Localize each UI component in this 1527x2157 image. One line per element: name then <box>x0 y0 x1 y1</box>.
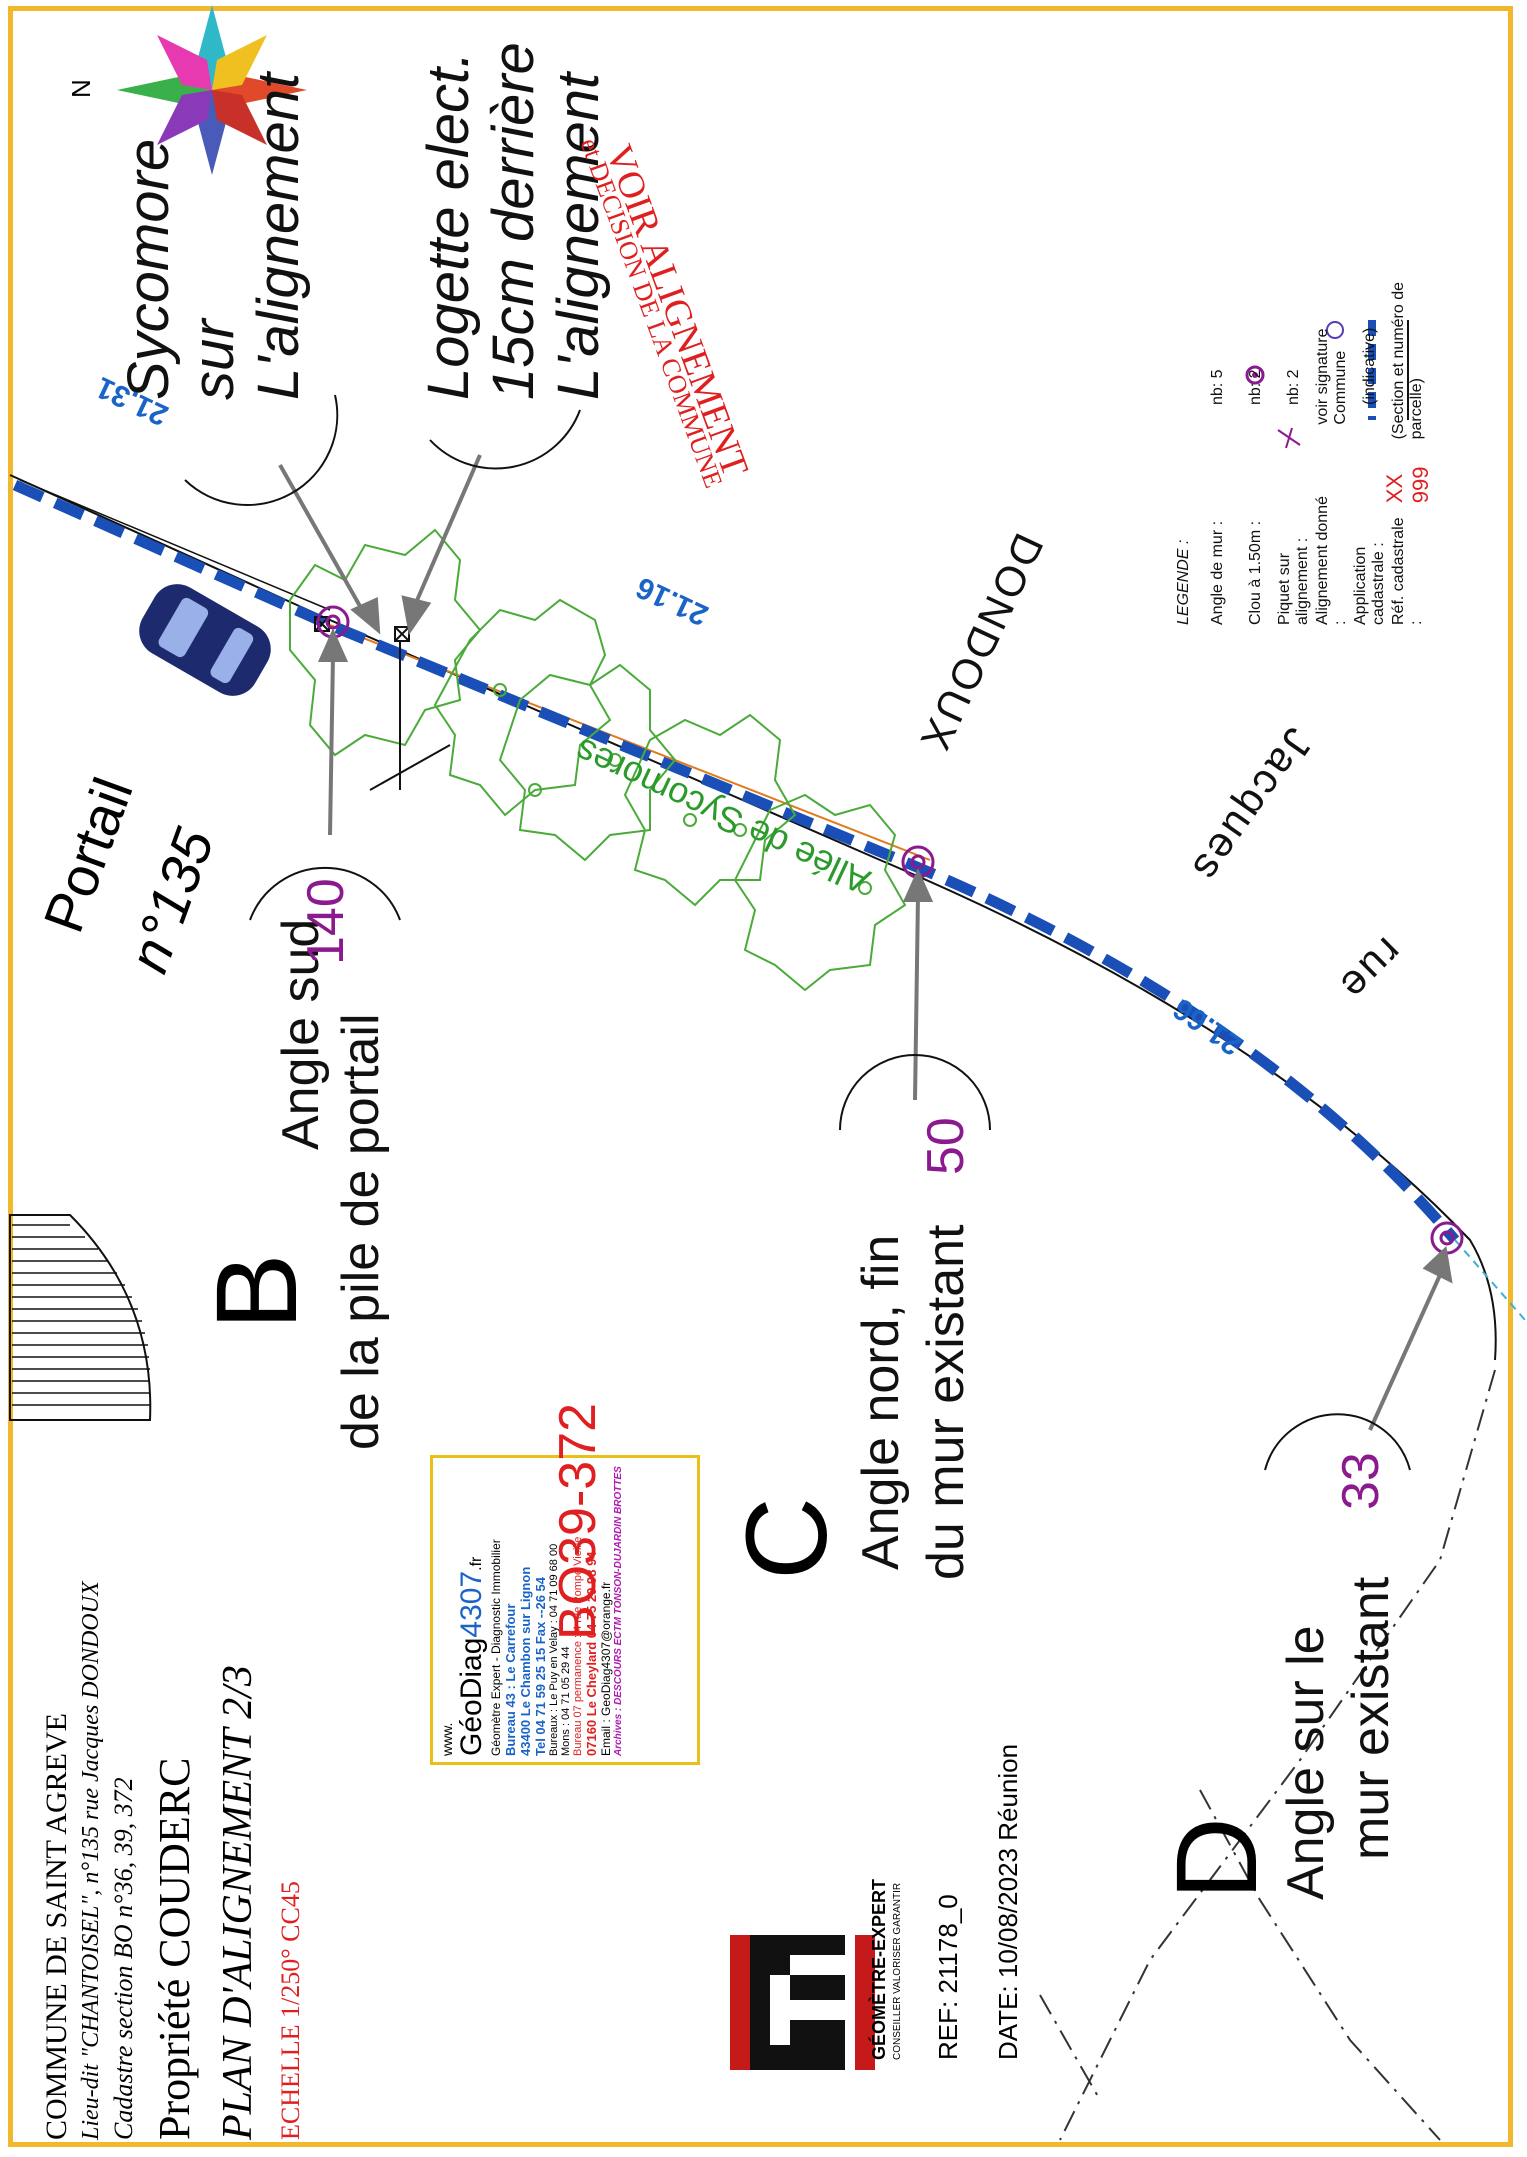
geodiag-bureau43: Bureau 43 : Le Carrefour <box>503 1603 518 1756</box>
echelle: ECHELLE 1/250° CC45 <box>276 1881 305 2140</box>
geodiag-name: GéoDiag <box>455 1637 488 1756</box>
compass-rose <box>117 5 307 175</box>
legend-value: voir signature Commune <box>1314 328 1349 425</box>
legend-title: LEGENDE : <box>1175 539 1192 625</box>
parcel-boundary <box>1039 1369 1496 2141</box>
point-b-value: 140 <box>297 878 355 965</box>
alignment-line <box>12 479 1460 1244</box>
point-b-line2: de la pile de portail <box>332 1013 390 1450</box>
legend-key: Réf. cadastrale : <box>1390 517 1425 625</box>
title-block: COMMUNE DE SAINT AGREVE Lieu-dit "CHANTO… <box>40 1581 306 2140</box>
legend-key: Piquet sur alignement : <box>1276 537 1311 625</box>
point-c-value: 50 <box>917 1117 975 1175</box>
hatched-area <box>9 1214 152 1421</box>
point-c-line2: du mur existant <box>917 1224 975 1581</box>
point-d-line1: Angle sur le <box>1277 1625 1335 1900</box>
lieu-dit: Lieu-dit "CHANTOISEL", n°135 rue Jacques… <box>78 1581 104 2140</box>
legend-value: nb: 5 <box>1209 369 1226 405</box>
legend: LEGENDE : Angle de mur : nb: 5 Clou à 1.… <box>1175 273 1433 625</box>
legend-value: nb: 2 <box>1285 369 1302 405</box>
geodiag-address43: 43400 Le Chambon sur Lignon <box>518 1566 533 1756</box>
alignment-extension <box>1454 1239 1526 1321</box>
point-d-line2: mur existant <box>1342 1576 1400 1860</box>
legend-row: Réf. cadastrale : XX 999 (Section et num… <box>1382 273 1433 625</box>
cadastral-line-2 <box>19 479 331 611</box>
legend-key: Alignement donné : <box>1314 496 1349 625</box>
legend-row: Clou à 1.50m : nb: 2 <box>1237 273 1275 625</box>
geodiag-number: 4307 <box>455 1570 488 1638</box>
point-c-line1: Angle nord, fin <box>852 1234 910 1570</box>
date: DATE: 10/08/2023 Réunion <box>993 1743 1023 2060</box>
callout-arcs <box>184 394 1411 1471</box>
legend-symbols <box>1245 320 1409 449</box>
point-c-letter: C <box>723 1496 851 1580</box>
geometre-title: GÉOMÈTRE-EXPERT <box>869 1878 889 2060</box>
point-d-value: 33 <box>1332 1452 1390 1510</box>
legend-key: Clou à 1.50m : <box>1247 520 1264 625</box>
logette-callout-1: Logette elect. <box>416 51 481 400</box>
legend-code: XX 999 <box>1382 466 1433 504</box>
geometre-tagline: CONSEILLER VALORISER GARANTIR <box>892 1882 903 2060</box>
geometre-expert-logo <box>730 1935 875 2070</box>
logette-callout-3: L'alignement <box>546 72 611 400</box>
legend-value: (indicative) <box>1361 327 1378 405</box>
geodiag-archives: Archives : DESCOURS ECTM TONSON-DUJARDIN… <box>613 1466 624 1756</box>
geodiag-tel43: Tel 04 71 59 25 15 Fax --26 54 <box>533 1577 548 1756</box>
sycomore-callout-2: sur <box>181 319 246 400</box>
parcel-ref: BO39-372 <box>549 1402 607 1640</box>
sycomore-callout-3: L'alignement <box>246 72 311 400</box>
ref: REF: 21178_0 <box>933 1894 963 2060</box>
leader-arrows <box>278 454 1453 1431</box>
cadastre-section: Cadastre section BO n°36, 39, 372 <box>109 1777 138 2140</box>
legend-value: (Section et numéro de parcelle) <box>1390 281 1425 440</box>
sycomore-callout-1: Sycomore <box>116 138 181 400</box>
legend-row: Alignement donné : voir signature Commun… <box>1313 273 1351 625</box>
point-b-letter: B <box>193 1253 321 1330</box>
geodiag-www: www. <box>439 1722 455 1756</box>
legend-value: nb: 2 <box>1247 369 1264 405</box>
propriete: Propriété COUDERC <box>150 1757 199 2140</box>
legend-key: Angle de mur : <box>1209 520 1226 625</box>
point-d-letter: D <box>1153 1816 1281 1900</box>
commune-name: COMMUNE DE SAINT AGREVE <box>40 1713 73 2140</box>
plan-title: PLAN D'ALIGNEMENT 2/3 <box>215 1665 261 2140</box>
compass-north-label: N <box>66 79 96 98</box>
car-icon <box>139 584 271 696</box>
geodiag-subtitle: Géomètre Expert - Diagnostic Immobilier <box>489 1539 503 1756</box>
page-frame <box>8 6 1513 2147</box>
legend-row: Angle de mur : nb: 5 <box>1199 273 1237 625</box>
legend-row: Piquet sur alignement : nb: 2 <box>1275 273 1313 625</box>
logette-callout-2: 15cm derrière <box>481 42 546 400</box>
geodiag-name-line: GéoDiag4307.fr <box>455 1464 489 1756</box>
wall-angle-markers <box>316 605 1464 1255</box>
geodiag-tld: .fr <box>468 1556 485 1571</box>
sycamore-trees <box>289 528 907 992</box>
